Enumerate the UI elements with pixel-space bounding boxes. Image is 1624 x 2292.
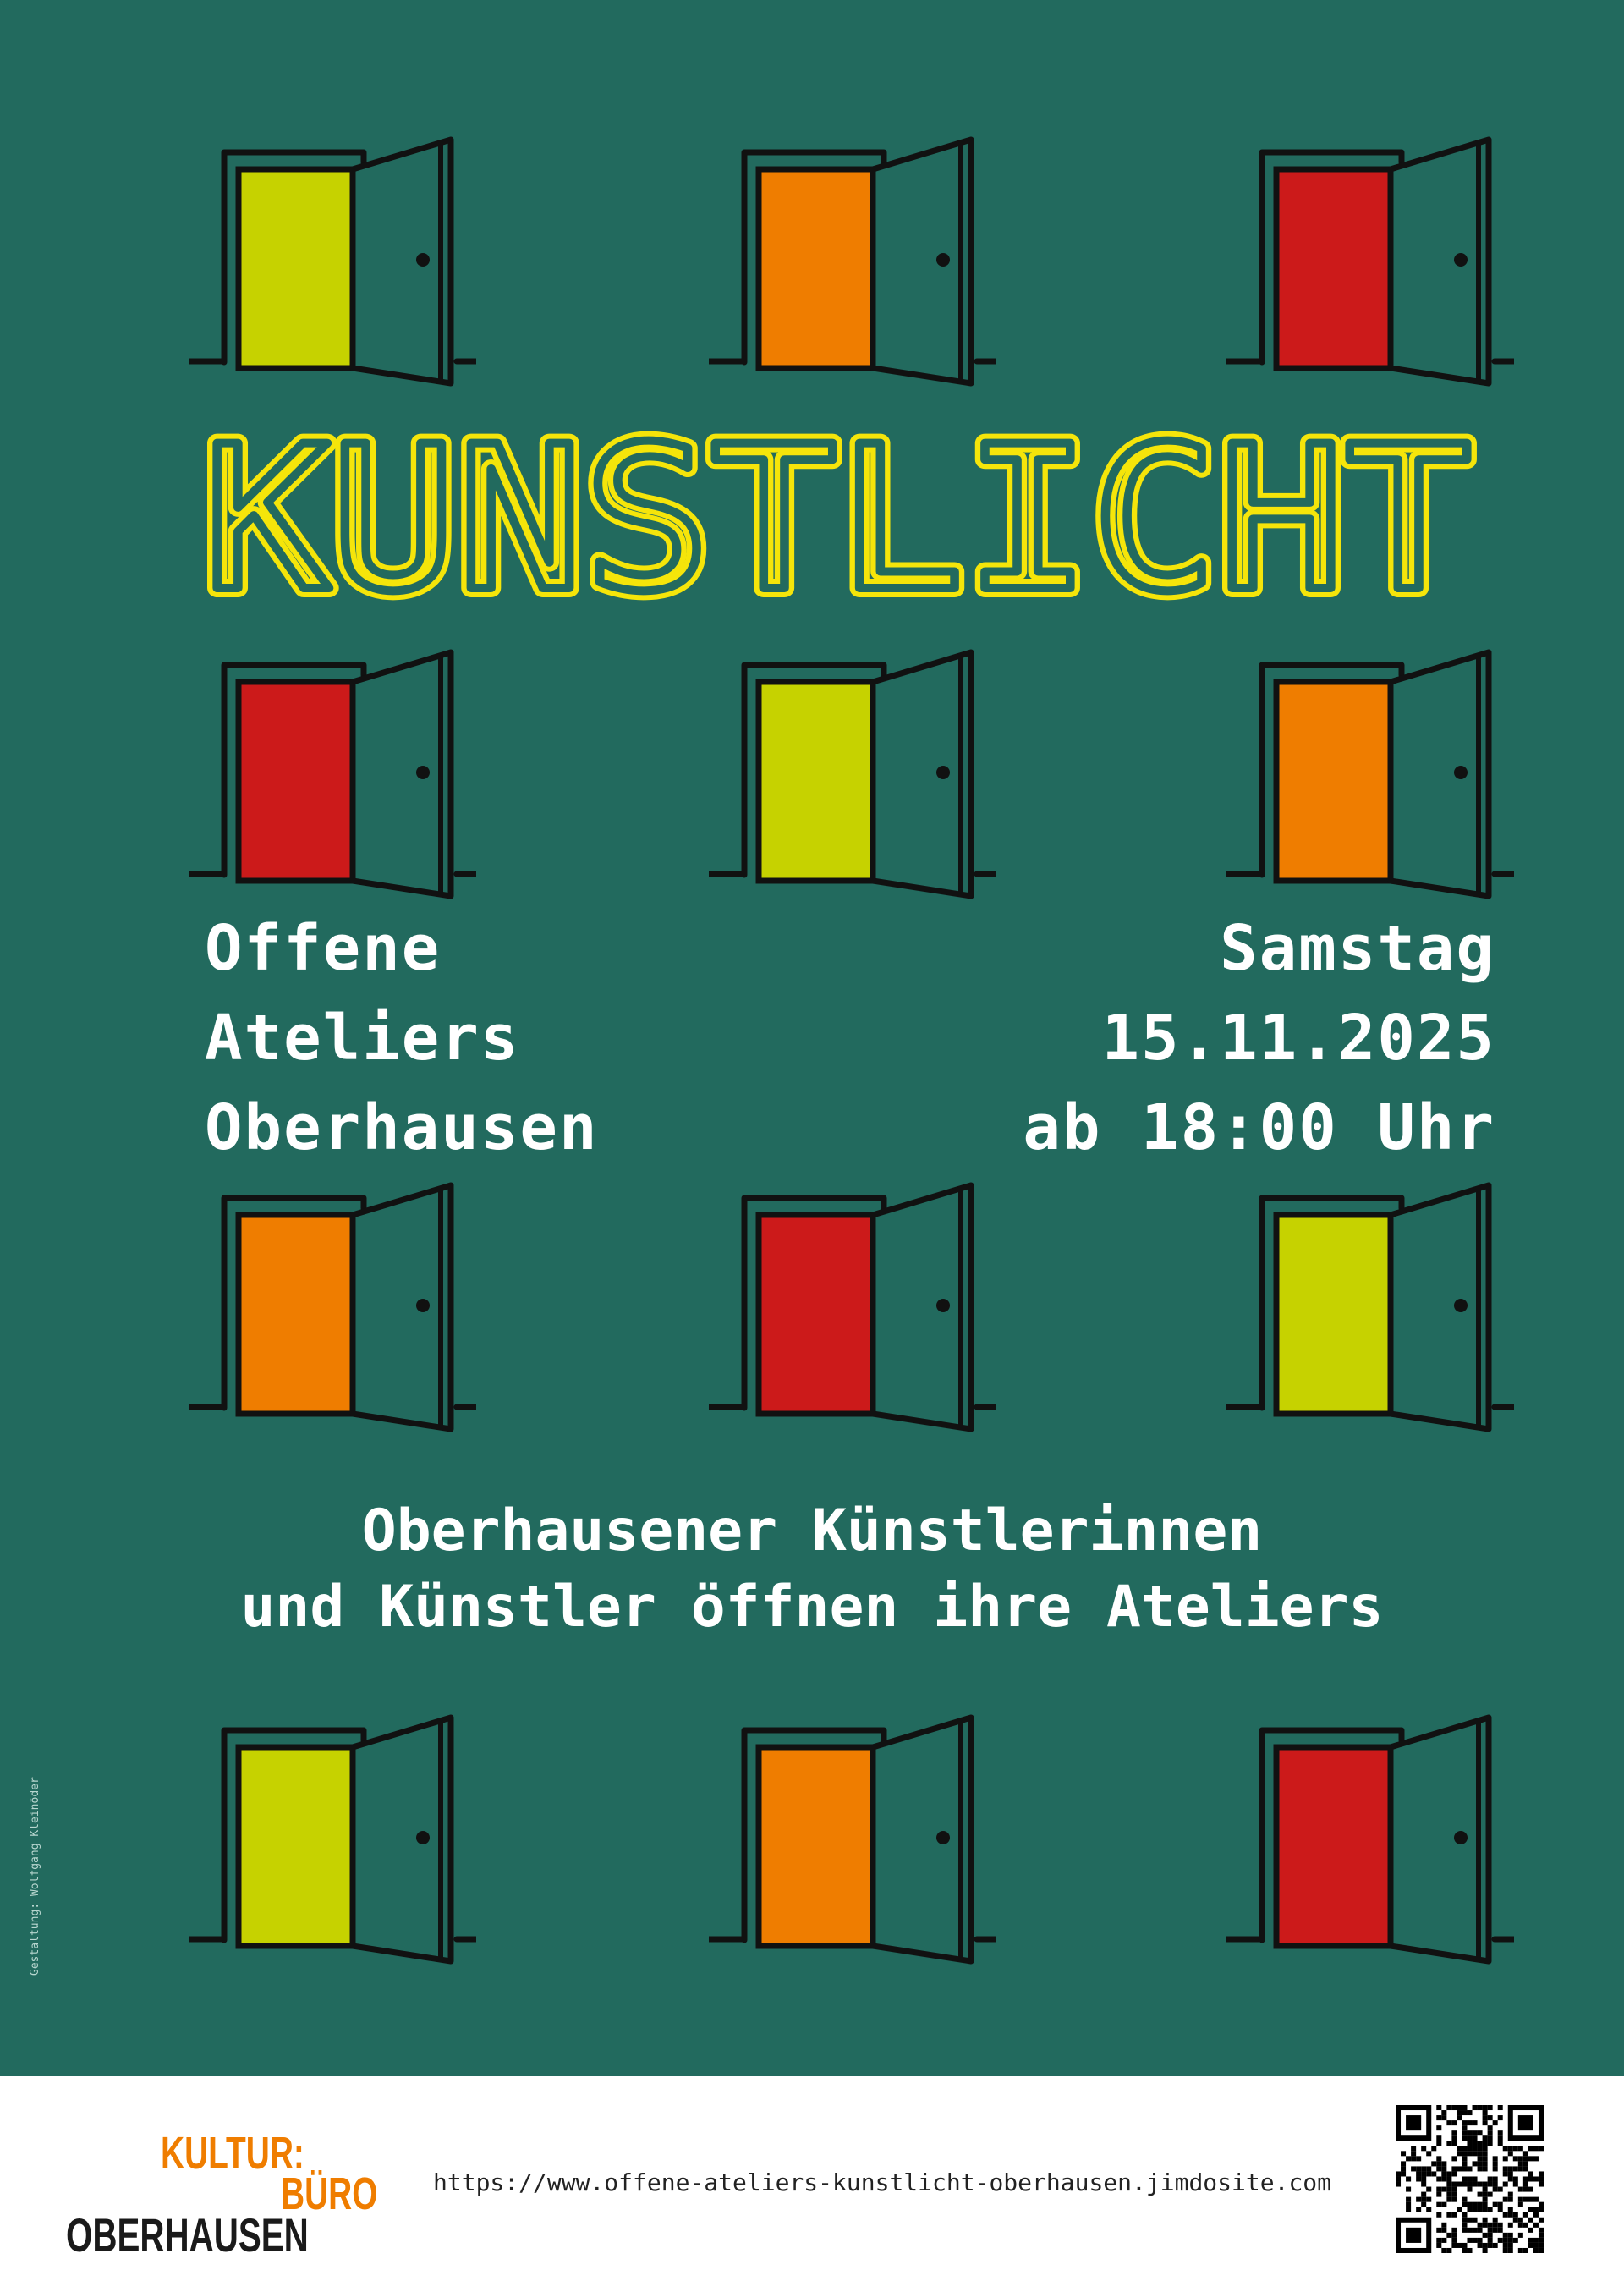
door-lime [1223, 1181, 1517, 1435]
event-day: Samstag [1220, 912, 1495, 985]
door-red [185, 648, 480, 902]
event-name-line: Ateliers [205, 1002, 520, 1075]
qr-code-icon [1396, 2105, 1544, 2253]
open-door-icon [705, 136, 1000, 387]
title-outline: KUNSTLICHT [203, 427, 1472, 613]
event-name-line: Oberhausen [205, 1091, 599, 1164]
title-inner: KUNSTLICHT [203, 427, 1472, 613]
tagline: Oberhausener Künstlerinnen und Künstler … [0, 1493, 1624, 1646]
door-red [1223, 1713, 1517, 1967]
open-door-icon [1223, 1714, 1517, 1965]
open-door-icon [705, 1182, 1000, 1432]
door-red [705, 1181, 1000, 1435]
door-lime [185, 135, 480, 389]
event-date: Samstag 15.11.2025 ab 18:00 Uhr [1023, 904, 1495, 1173]
open-door-icon [1223, 1182, 1517, 1432]
door-lime [185, 1713, 480, 1967]
door-orange [705, 1713, 1000, 1967]
logo-line: KULTUR: [161, 2128, 304, 2179]
poster: KUNSTLICHT KUNSTLICHT Offene Ateliers Ob… [0, 0, 1624, 2076]
open-door-icon [185, 649, 480, 899]
open-door-icon [185, 1182, 480, 1432]
design-credit: Gestaltung: Wolfgang Kleinöder [29, 1777, 41, 1976]
event-name: Offene Ateliers Oberhausen [205, 904, 599, 1173]
door-lime [705, 648, 1000, 902]
open-door-icon [1223, 136, 1517, 387]
tagline-line: und Künstler öffnen ihre Ateliers [240, 1574, 1384, 1641]
footer: KULTUR: BÜRO OBERHAUSEN https://www.offe… [0, 2076, 1624, 2292]
open-door-icon [185, 1714, 480, 1965]
event-date-value: 15.11.2025 [1101, 1002, 1495, 1075]
door-orange [185, 1181, 480, 1435]
open-door-icon [705, 1714, 1000, 1965]
kulturbuero-logo: KULTUR: BÜRO OBERHAUSEN [66, 2127, 404, 2262]
tagline-line: Oberhausener Künstlerinnen [361, 1498, 1263, 1564]
event-name-line: Offene [205, 912, 442, 985]
door-orange [1223, 648, 1517, 902]
open-door-icon [185, 136, 480, 387]
open-door-icon [705, 649, 1000, 899]
door-red [1223, 135, 1517, 389]
logo-line: OBERHAUSEN [66, 2208, 309, 2262]
event-time: ab 18:00 Uhr [1023, 1091, 1495, 1164]
door-orange [705, 135, 1000, 389]
logo-line: BÜRO [281, 2168, 378, 2219]
open-door-icon [1223, 649, 1517, 899]
title-kunstlicht: KUNSTLICHT KUNSTLICHT [195, 427, 1480, 613]
website-link[interactable]: https://www.offene-ateliers-kunstlicht-o… [433, 2168, 1332, 2196]
